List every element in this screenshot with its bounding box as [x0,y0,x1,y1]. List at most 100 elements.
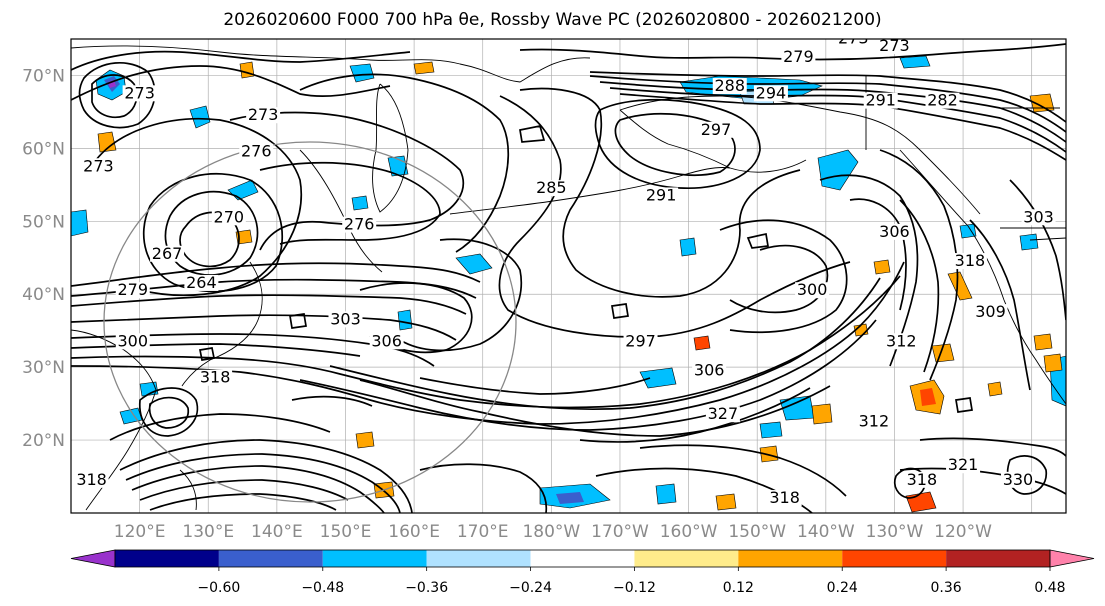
coastline [179,469,197,511]
lon-tick-label: 170°W [591,522,649,542]
shade-patch [679,237,697,257]
contour-label-bg [877,39,912,54]
contour-label-bg [184,274,219,291]
shade-patch [189,105,211,129]
colorbar-tick-label: 0.36 [931,580,962,596]
contour-line [919,437,1066,457]
contour-label-bg [705,406,740,423]
contour-line [329,277,881,411]
lon-tick-label: 160°W [660,522,718,542]
contour-label: 306 [879,222,910,241]
contour-label: 291 [865,91,896,110]
contour-line [71,261,905,425]
contour-label-bg [239,143,274,160]
contour-label: 288 [714,76,745,95]
shade-patch [655,483,677,505]
colorbar-tick-label: −0.48 [301,580,344,596]
contour-label-bg [946,457,981,474]
lat-tick-label: 40°N [22,285,65,305]
contour-line [109,413,331,441]
lon-tick-label: 150°W [728,522,786,542]
contour-label: 279 [783,47,814,66]
contour-label: 276 [344,215,375,234]
contour-label: 303 [330,309,361,328]
contour-line [148,396,190,429]
contour-label-bg [952,253,987,270]
coastline [372,83,409,213]
contour-line [91,74,138,119]
shade-patch [873,259,891,275]
colorbar-tick-label: −0.24 [509,580,552,596]
contour-line [599,81,1066,143]
contour-label-bg [198,369,233,386]
shade-patch [920,388,936,406]
coastline [449,167,731,215]
contour-line [519,87,801,298]
contour-line [229,111,465,251]
contour-line [746,232,769,249]
contour-line [131,465,385,513]
contour-line [819,174,919,367]
longitude-labels: 120°E 130°E 140°E 150°E 160°E 170°E 180°W 170°W… [114,522,992,542]
contour-label: 273 [838,29,869,48]
contour-label: 309 [975,302,1006,321]
contour-line [719,219,848,334]
colorbar-bin [426,550,531,567]
shade-patch [1066,284,1078,296]
contour-label-bg [877,223,912,240]
contour-line [1009,179,1066,321]
contour-line [149,493,337,511]
contour-label-bg [973,304,1008,321]
contour-label: 312 [886,331,917,350]
contour-label: 273 [879,36,910,55]
contour-label-bg [699,121,734,138]
lon-tick-label: 170°E [457,522,509,542]
shade-patch [97,131,117,153]
colorbar-tick-label: 0.12 [723,580,754,596]
contour-line [95,117,302,297]
contour-label-bg [534,180,569,197]
shade-patch [397,309,413,331]
contour-line [142,172,284,293]
contour-label: 300 [797,280,828,299]
contour-label-bg [1021,209,1056,226]
contour-label: 297 [701,120,732,139]
colorbar-tick-label: 0.24 [827,580,858,596]
contour-line [71,262,481,287]
coastline [1000,227,1066,263]
contour-label-bg [753,85,788,102]
contour-label-bg [150,245,185,262]
contour-line [139,387,199,437]
coastline [619,109,807,173]
shade-patch [759,421,783,439]
shade-patch [811,403,833,425]
contour-line [969,219,1031,391]
lon-tick-label: 140°E [251,522,303,542]
contour-line [259,161,441,245]
lon-tick-label: 150°E [320,522,372,542]
lon-tick-label: 120°W [934,522,992,542]
contour-label-bg [115,282,150,299]
colorbar-tick-label: 0.48 [1034,580,1065,596]
shade-patch [235,229,253,245]
lat-tick-label: 30°N [22,358,65,378]
lat-tick-label: 20°N [22,431,65,451]
contour-label: 297 [625,331,656,350]
contour-label: 291 [646,185,677,204]
lon-tick-label: 130°E [182,522,234,542]
contour-line [419,377,651,395]
contour-label: 318 [907,470,938,489]
contour-label: 318 [955,251,986,270]
shade-patch [1043,353,1063,373]
colorbar [70,549,1095,568]
lon-tick-label: 140°W [797,522,855,542]
lat-tick-label: 60°N [22,139,65,159]
contour-line [611,303,629,319]
contour-line [198,347,216,361]
shade-patch [239,61,255,79]
contour-label-bg [328,311,363,328]
colorbar-bin [842,550,947,567]
contour-label-bg [369,333,404,350]
coastline [865,76,1060,150]
